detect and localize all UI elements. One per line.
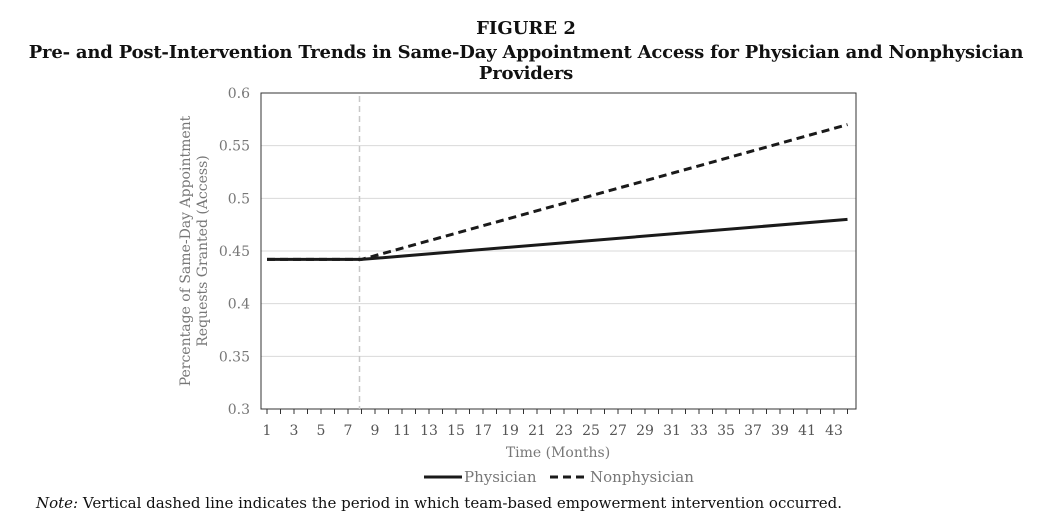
x-axis-ticks: 1 3 5 7 9 11 13 15 17 19 21 23 25 27 29 31 33 35 37 39 41 43 <box>263 409 848 439</box>
y-axis-label-line-2: Requests Granted (Access) <box>195 155 211 346</box>
legend-label-physician: Physician <box>464 468 537 486</box>
y-tick-label: 0.4 <box>228 297 250 313</box>
x-tick-label: 13 <box>420 423 438 439</box>
note-text: Vertical dashed line indicates the perio… <box>78 494 843 512</box>
x-tick-label: 19 <box>501 423 519 439</box>
legend-label-nonphysician: Nonphysician <box>590 468 694 486</box>
figure-title: Pre- and Post-Intervention Trends in Sam… <box>28 42 1024 84</box>
x-tick-label: 21 <box>528 423 546 439</box>
gridlines <box>261 92 856 410</box>
y-axis-ticks: 0.3 0.35 0.4 0.45 0.5 0.55 0.6 <box>219 86 250 418</box>
y-tick-label: 0.6 <box>228 86 250 102</box>
y-tick-label: 0.5 <box>228 191 250 207</box>
x-tick-label: 9 <box>371 423 380 439</box>
x-tick-label: 11 <box>393 423 411 439</box>
x-tick-label: 35 <box>717 423 735 439</box>
note-prefix: Note: <box>36 494 79 512</box>
x-tick-label: 29 <box>636 423 654 439</box>
x-tick-label: 1 <box>263 423 272 439</box>
x-tick-label: 31 <box>663 423 681 439</box>
y-tick-label: 0.3 <box>228 402 250 418</box>
x-tick-label: 27 <box>609 423 627 439</box>
legend: Physician Nonphysician <box>424 468 694 486</box>
x-tick-label: 23 <box>555 423 573 439</box>
y-tick-label: 0.45 <box>219 244 250 260</box>
x-tick-label: 41 <box>798 423 816 439</box>
x-tick-label: 5 <box>317 423 326 439</box>
y-tick-label: 0.35 <box>219 349 250 365</box>
x-tick-label: 7 <box>344 423 353 439</box>
x-tick-label: 25 <box>582 423 600 439</box>
figure-label: FIGURE 2 <box>476 18 576 39</box>
x-tick-label: 15 <box>447 423 465 439</box>
x-axis-label: Time (Months) <box>506 445 610 461</box>
x-tick-label: 37 <box>744 423 762 439</box>
x-tick-label: 17 <box>474 423 492 439</box>
x-tick-label: 3 <box>290 423 299 439</box>
x-tick-label: 39 <box>771 423 789 439</box>
figure-note: Note: Vertical dashed line indicates the… <box>36 494 842 512</box>
series-lines <box>267 123 848 261</box>
series-line-physician <box>267 217 848 261</box>
x-tick-label: 33 <box>690 423 708 439</box>
y-tick-label: 0.55 <box>219 139 250 155</box>
series-line-nonphysician <box>267 123 848 261</box>
plot-area-frame <box>260 92 857 410</box>
y-axis-label-line-1: Percentage of Same-Day Appointment <box>178 115 194 386</box>
x-tick-label: 43 <box>825 423 843 439</box>
